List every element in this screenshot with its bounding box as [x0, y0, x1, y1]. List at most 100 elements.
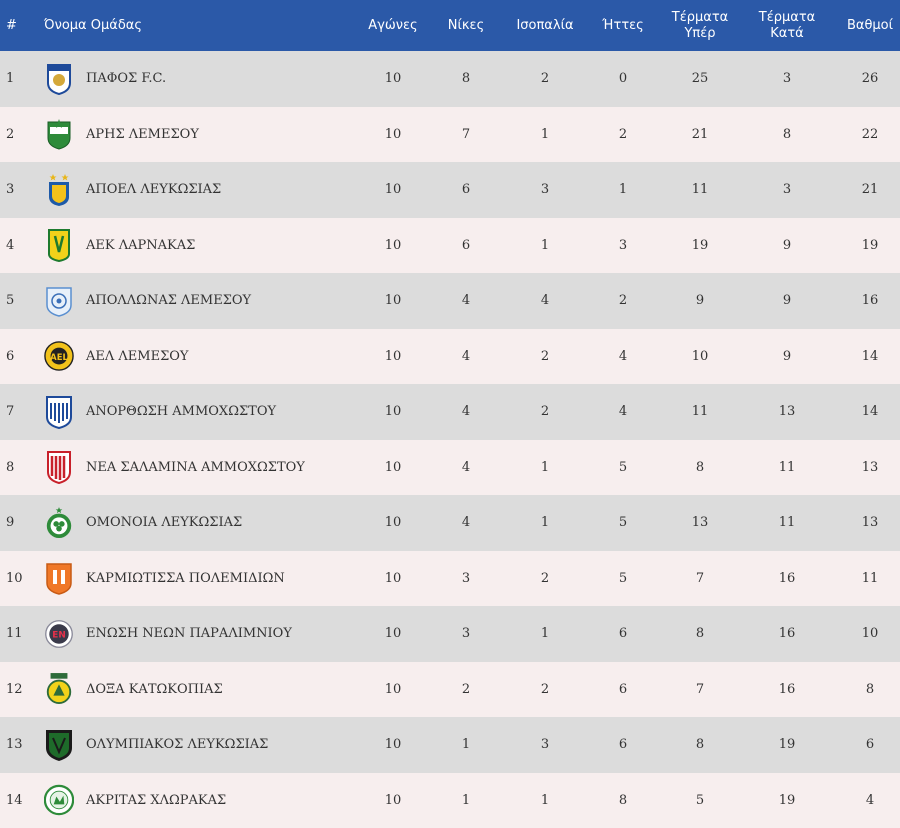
losses-cell: 6 — [580, 682, 666, 697]
team-cell[interactable]: ΟΜΟΝΟΙΑ ΛΕΥΚΩΣΙΑΣ — [44, 506, 366, 540]
goals-for-cell: 7 — [666, 682, 734, 697]
goals-for-cell: 25 — [666, 71, 734, 86]
wins-cell: 4 — [422, 293, 510, 308]
team-name[interactable]: ΕΝΩΣΗ ΝΕΩΝ ΠΑΡΑΛΙΜΝΙΟΥ — [86, 626, 292, 641]
apoel-logo — [44, 173, 74, 207]
team-cell[interactable]: ΚΑΡΜΙΩΤΙΣΣΑ ΠΟΛΕΜΙΔΙΩΝ — [44, 561, 366, 595]
team-name[interactable]: ΟΛΥΜΠΙΑΚΟΣ ΛΕΥΚΩΣΙΑΣ — [86, 737, 268, 752]
draws-cell: 1 — [510, 515, 580, 530]
header-games[interactable]: Αγώνες — [364, 18, 422, 33]
team-cell[interactable]: ΝΕΑ ΣΑΛΑΜΙΝΑ ΑΜΜΟΧΩΣΤΟΥ — [44, 450, 366, 484]
wins-cell: 1 — [422, 793, 510, 808]
points-cell: 11 — [840, 571, 900, 586]
points-cell: 22 — [840, 127, 900, 142]
losses-cell: 5 — [580, 515, 666, 530]
goals-against-cell: 9 — [734, 349, 840, 364]
wins-cell: 2 — [422, 682, 510, 697]
wins-cell: 3 — [422, 571, 510, 586]
header-goals-against[interactable]: Τέρματα Κατά — [734, 10, 840, 42]
svg-text:EN: EN — [52, 630, 65, 640]
team-cell[interactable]: ΟΛΥΜΠΙΑΚΟΣ ΛΕΥΚΩΣΙΑΣ — [44, 728, 366, 762]
games-cell: 10 — [364, 793, 422, 808]
team-cell[interactable]: ΑΚΡΙΤΑΣ ΧΛΩΡΑΚΑΣ — [44, 783, 366, 817]
team-name[interactable]: ΚΑΡΜΙΩΤΙΣΣΑ ΠΟΛΕΜΙΔΙΩΝ — [86, 571, 285, 586]
goals-for-cell: 8 — [666, 460, 734, 475]
akritas-logo — [44, 783, 74, 817]
team-name[interactable]: ΑΕΛ ΛΕΜΕΣΟΥ — [86, 349, 189, 364]
team-name[interactable]: ΑΡΗΣ ΛΕΜΕΣΟΥ — [86, 127, 199, 142]
draws-cell: 2 — [510, 71, 580, 86]
team-name[interactable]: ΑΚΡΙΤΑΣ ΧΛΩΡΑΚΑΣ — [86, 793, 226, 808]
team-name[interactable]: ΠΑΦΟΣ F.C. — [86, 71, 166, 86]
team-cell[interactable]: ΑΕΚ ΛΑΡΝΑΚΑΣ — [44, 228, 366, 262]
goals-against-cell: 9 — [734, 238, 840, 253]
goals-for-cell: 5 — [666, 793, 734, 808]
losses-cell: 6 — [580, 626, 666, 641]
team-cell[interactable]: ΔΟΞΑ ΚΑΤΩΚΟΠΙΑΣ — [44, 672, 366, 706]
header-goals-for-line1: Τέρματα — [666, 10, 734, 26]
team-cell[interactable]: ΑΡΗΣ ΛΕΜΕΣΟΥ — [44, 117, 366, 151]
goals-against-cell: 3 — [734, 71, 840, 86]
losses-cell: 6 — [580, 737, 666, 752]
wins-cell: 8 — [422, 71, 510, 86]
rank-cell: 4 — [0, 238, 44, 253]
games-cell: 10 — [364, 127, 422, 142]
rank-cell: 14 — [0, 793, 44, 808]
team-name[interactable]: ΑΠΟΛΛΩΝΑΣ ΛΕΜΕΣΟΥ — [86, 293, 251, 308]
team-name[interactable]: ΑΠΟΕΛ ΛΕΥΚΩΣΙΑΣ — [86, 182, 221, 197]
team-name[interactable]: ΑΕΚ ΛΑΡΝΑΚΑΣ — [86, 238, 195, 253]
team-name[interactable]: ΝΕΑ ΣΑΛΑΜΙΝΑ ΑΜΜΟΧΩΣΤΟΥ — [86, 460, 305, 475]
games-cell: 10 — [364, 293, 422, 308]
goals-against-cell: 19 — [734, 793, 840, 808]
draws-cell: 1 — [510, 793, 580, 808]
header-draws[interactable]: Ισοπαλία — [510, 18, 580, 33]
team-name[interactable]: ΑΝΟΡΘΩΣΗ ΑΜΜΟΧΩΣΤΟΥ — [86, 404, 276, 419]
games-cell: 10 — [364, 238, 422, 253]
team-name[interactable]: ΔΟΞΑ ΚΑΤΩΚΟΠΙΑΣ — [86, 682, 223, 697]
aris-logo — [44, 117, 74, 151]
header-goals-for-line2: Υπέρ — [666, 26, 734, 42]
draws-cell: 1 — [510, 127, 580, 142]
header-team[interactable]: Όνομα Ομάδας — [44, 18, 366, 33]
losses-cell: 0 — [580, 71, 666, 86]
team-name[interactable]: ΟΜΟΝΟΙΑ ΛΕΥΚΩΣΙΑΣ — [86, 515, 242, 530]
games-cell: 10 — [364, 515, 422, 530]
team-cell[interactable]: ΑΠΟΕΛ ΛΕΥΚΩΣΙΑΣ — [44, 173, 366, 207]
team-cell[interactable]: ΑΝΟΡΘΩΣΗ ΑΜΜΟΧΩΣΤΟΥ — [44, 395, 366, 429]
team-cell[interactable]: EN ΕΝΩΣΗ ΝΕΩΝ ΠΑΡΑΛΙΜΝΙΟΥ — [44, 617, 366, 651]
goals-for-cell: 8 — [666, 626, 734, 641]
header-wins[interactable]: Νίκες — [422, 18, 510, 33]
header-points[interactable]: Βαθμοί — [840, 18, 900, 33]
goals-against-cell: 3 — [734, 182, 840, 197]
goals-for-cell: 11 — [666, 182, 734, 197]
team-cell[interactable]: ΑΠΟΛΛΩΝΑΣ ΛΕΜΕΣΟΥ — [44, 284, 366, 318]
header-losses[interactable]: Ήττες — [580, 18, 666, 33]
games-cell: 10 — [364, 737, 422, 752]
pafos-logo — [44, 62, 74, 96]
goals-against-cell: 8 — [734, 127, 840, 142]
rank-cell: 10 — [0, 571, 44, 586]
rank-cell: 3 — [0, 182, 44, 197]
games-cell: 10 — [364, 182, 422, 197]
team-cell[interactable]: ΠΑΦΟΣ F.C. — [44, 62, 366, 96]
games-cell: 10 — [364, 626, 422, 641]
rank-cell: 9 — [0, 515, 44, 530]
header-goals-for[interactable]: Τέρματα Υπέρ — [666, 10, 734, 42]
header-goals-against-line1: Τέρματα — [734, 10, 840, 26]
